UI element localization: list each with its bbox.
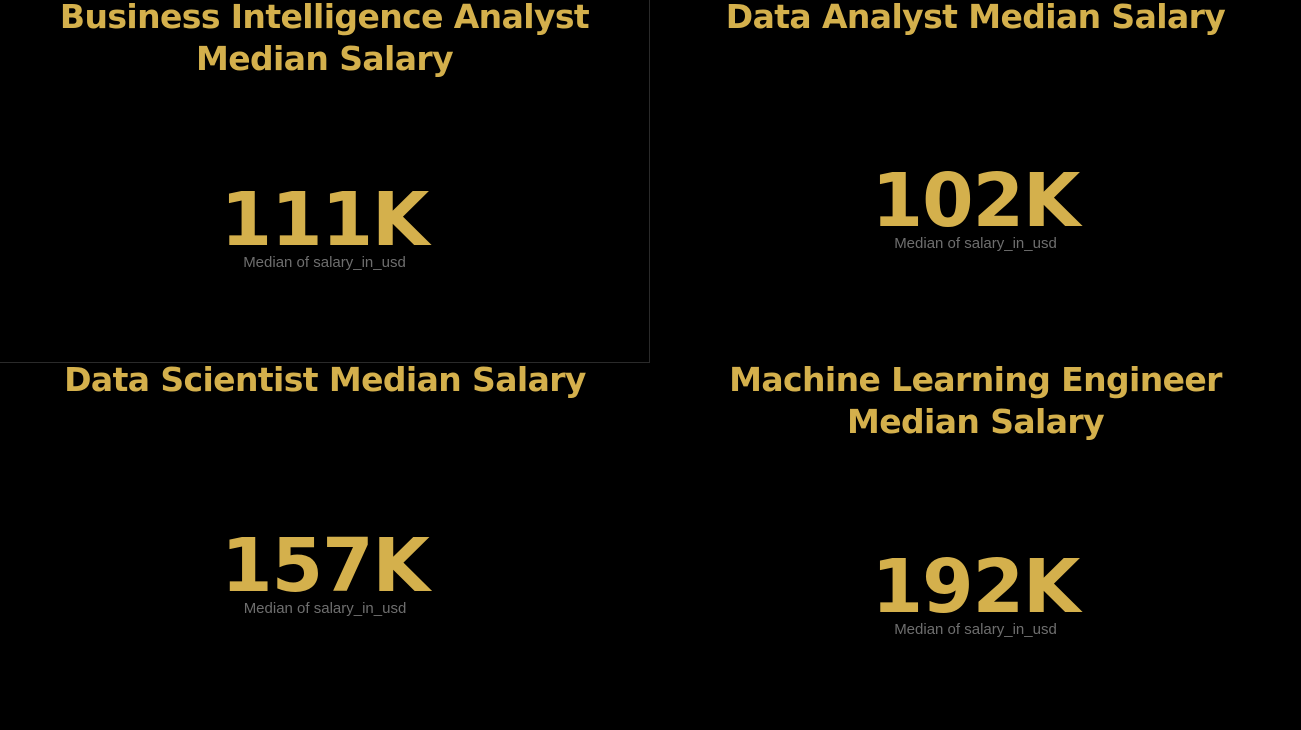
kpi-value: 192K [871, 544, 1081, 630]
kpi-block: 111K Median of salary_in_usd [0, 180, 649, 272]
kpi-card-data-scientist[interactable]: Data Scientist Median Salary 157K Median… [0, 363, 650, 730]
kpi-block: 192K Median of salary_in_usd [650, 547, 1301, 639]
kpi-value: 111K [220, 177, 430, 263]
card-title: Data Analyst Median Salary [725, 0, 1226, 36]
kpi-caption: Median of salary_in_usd [894, 621, 1057, 638]
kpi-card-business-intelligence-analyst[interactable]: Business Intelligence Analyst Median Sal… [0, 0, 650, 363]
kpi-card-machine-learning-engineer[interactable]: Machine Learning Engineer Median Salary … [650, 363, 1301, 730]
card-title: Data Scientist Median Salary [64, 363, 586, 399]
kpi-value: 157K [221, 523, 430, 609]
kpi-card-data-analyst[interactable]: Data Analyst Median Salary 102K Median o… [650, 0, 1301, 363]
kpi-caption: Median of salary_in_usd [243, 600, 407, 617]
card-title: Machine Learning Engineer Median Salary [729, 363, 1222, 441]
kpi-caption: Median of salary_in_usd [894, 235, 1057, 252]
kpi-block: 157K Median of salary_in_usd [0, 526, 650, 618]
kpi-value: 102K [871, 158, 1081, 244]
card-title: Business Intelligence Analyst Median Sal… [59, 0, 590, 78]
kpi-block: 102K Median of salary_in_usd [650, 161, 1301, 253]
kpi-caption: Median of salary_in_usd [243, 254, 406, 271]
